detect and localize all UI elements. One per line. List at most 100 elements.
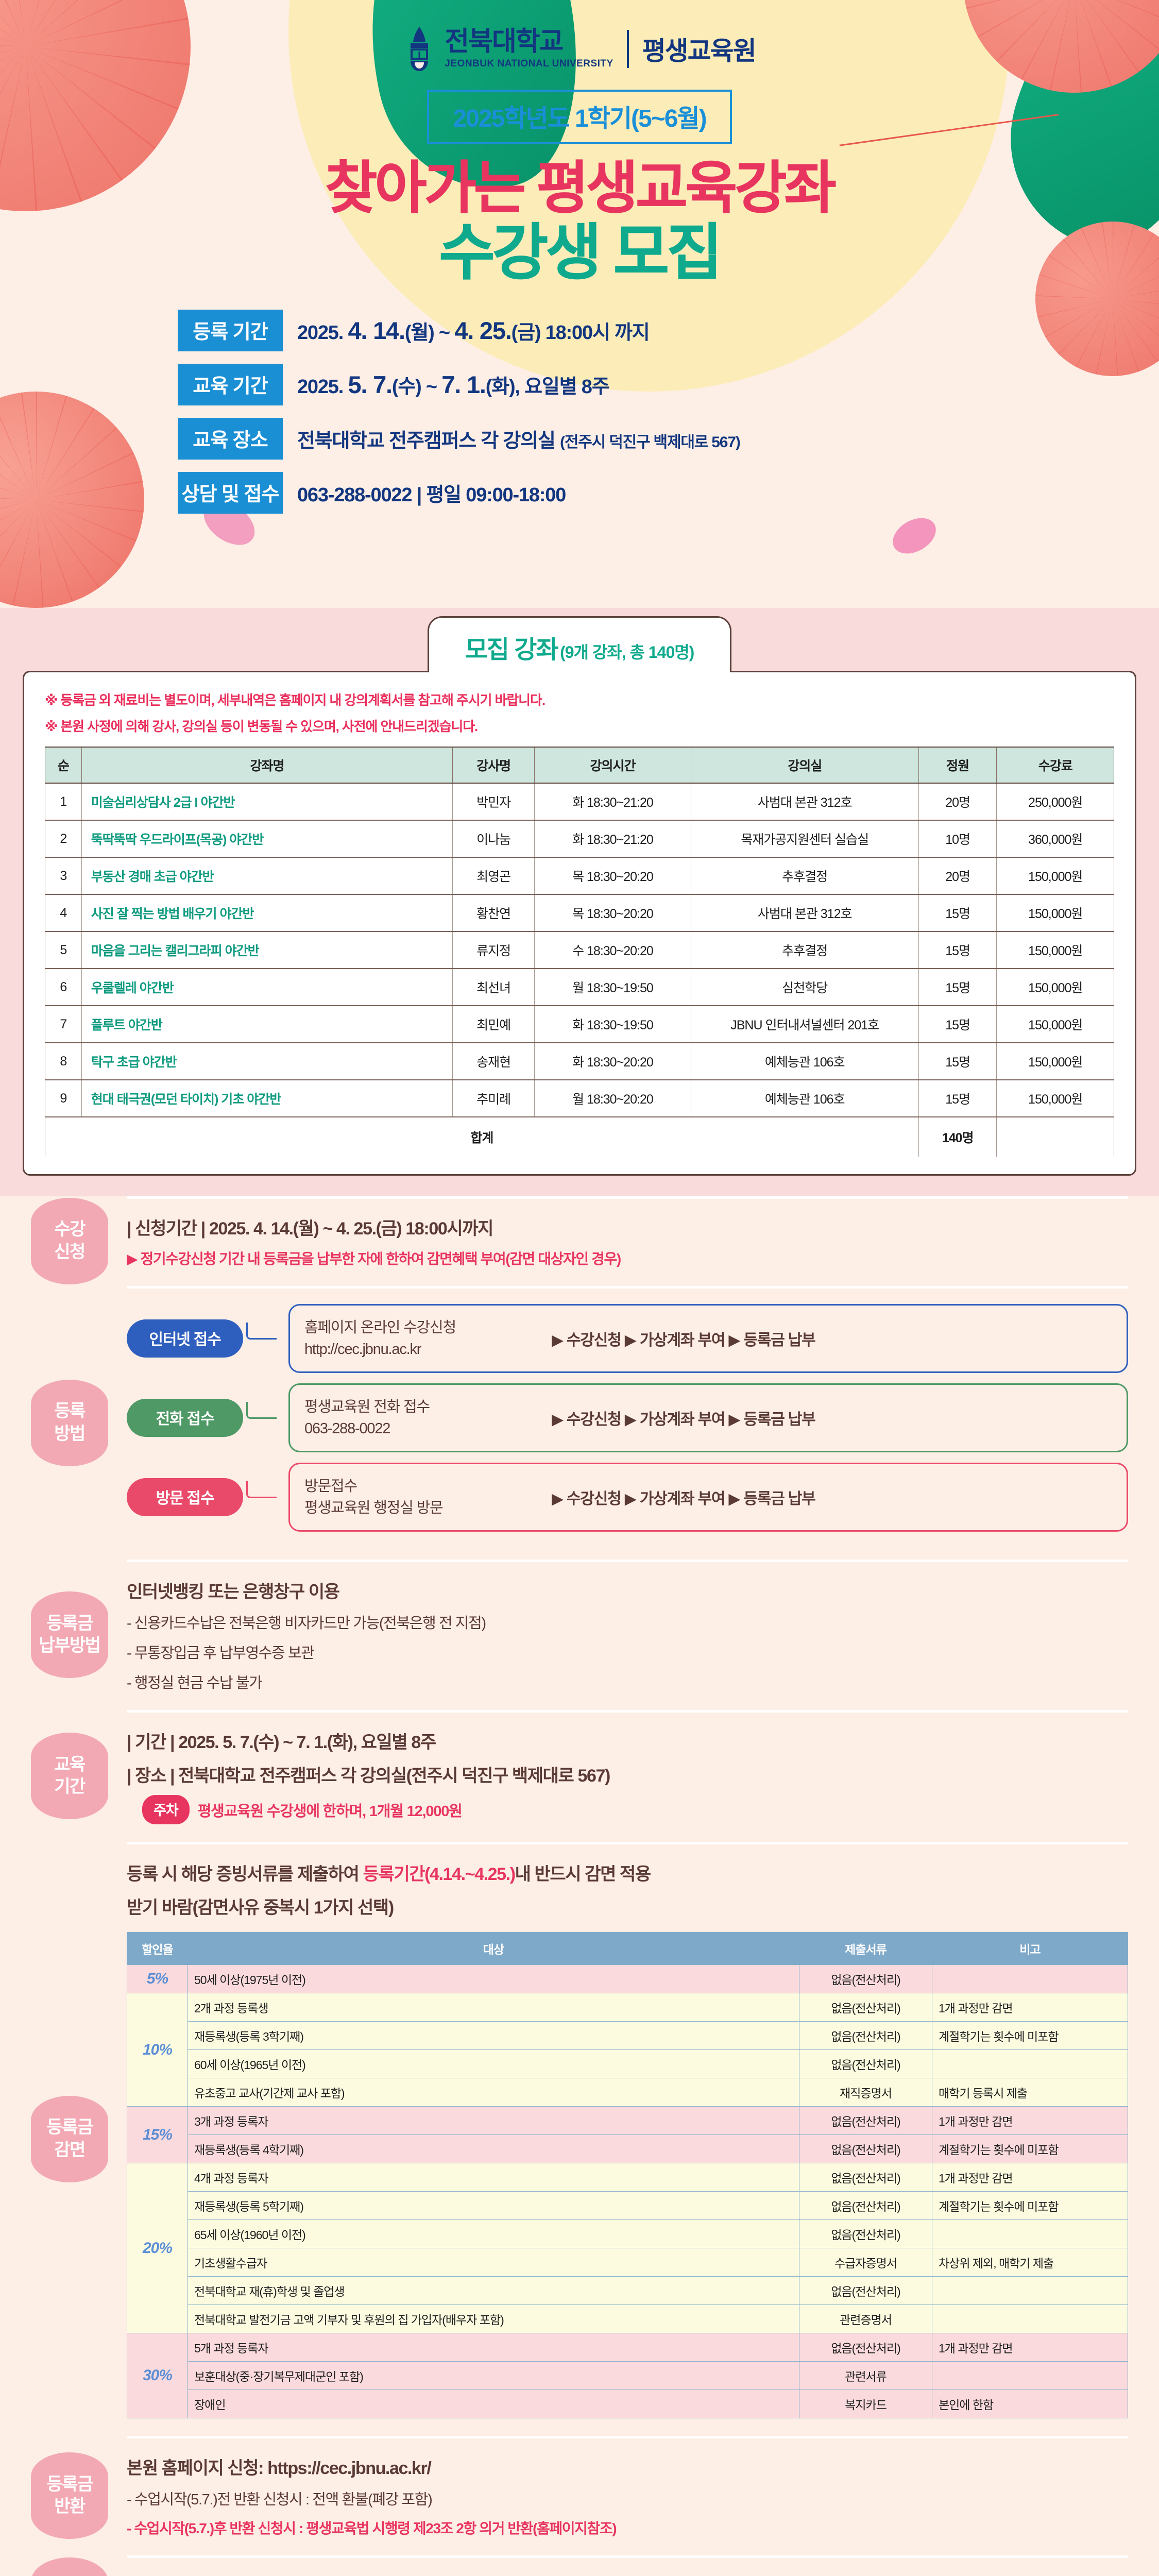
cell-tutor: 추미례	[452, 1080, 535, 1117]
discount-col-rate: 할인율	[127, 1932, 188, 1965]
cell-doc: 없음(전산처리)	[799, 2021, 932, 2050]
cell-fee: 150,000원	[996, 1006, 1114, 1043]
cell-room: JBNU 인터내셔널센터 201호	[690, 1006, 919, 1043]
cell-target: 장애인	[188, 2389, 799, 2419]
section-body-discount: 등록 시 해당 증빙서류를 제출하여 등록기간(4.14.~4.25.)내 반드…	[127, 1842, 1128, 2436]
cell-target: 전북대학교 발전기금 고액 기부자 및 후원의 집 가입자(배우자 포함)	[188, 2304, 799, 2334]
cell-capacity: 15명	[918, 1080, 997, 1117]
cell-tutor: 이나눔	[452, 820, 535, 858]
info-value: 전북대학교 전주캠퍼스 각 강의실 (전주시 덕진구 백제대로 567)	[297, 430, 741, 452]
cell-time: 화 18:30~21:20	[534, 820, 691, 858]
course-col-tutor: 강사명	[452, 747, 535, 784]
cell-target: 전북대학교 재(휴)학생 및 졸업생	[188, 2276, 799, 2306]
table-row: 6 우쿨렐레 야간반 최선녀 월 18:30~19:50 심천학당 15명 15…	[45, 969, 1114, 1006]
section-badge-payment: 등록금 납부방법	[31, 1591, 108, 1679]
cell-target: 유초중고 교사(기간제 교사 포함)	[188, 2078, 799, 2107]
cell-doc: 수급자증명서	[799, 2248, 932, 2277]
discount-intro-line2: 받기 바람(감면사유 중복시 1가지 선택)	[127, 1898, 394, 1918]
cell-no: 8	[45, 1043, 82, 1080]
cell-note: 1개 과정만 감면	[932, 2333, 1128, 2362]
badge-line1: 교육	[54, 1754, 86, 1774]
cell-total-label: 합계	[45, 1117, 919, 1157]
cell-no: 2	[45, 820, 82, 858]
cell-note	[932, 2219, 1128, 2249]
badge-line2: 방법	[54, 1423, 86, 1444]
cell-target: 재등록생(등록 3학기째)	[188, 2021, 799, 2050]
info-row-registration-period: 등록 기간 2025. 4. 14.(월) ~ 4. 25.(금) 18:00시…	[178, 309, 981, 351]
info-row-education-period: 교육 기간 2025. 5. 7.(수) ~ 7. 1.(화), 요일별 8주	[178, 363, 981, 405]
cell-course-name: 미술심리상담사 2급 I 야간반	[81, 783, 453, 821]
table-row: 기초생활수급자 수급자증명서 차상위 제외, 매학기 제출	[127, 2248, 1128, 2277]
table-row: 재등록생(등록 5학기째) 없음(전산처리) 계절학기는 횟수에 미포함	[127, 2191, 1128, 2221]
cell-note: 매학기 등록시 제출	[932, 2078, 1128, 2107]
cell-room: 심천학당	[690, 969, 919, 1006]
cell-target: 2개 과정 등록생	[188, 1993, 799, 2022]
cell-time: 화 18:30~21:20	[534, 783, 691, 821]
flow-steps-phone: ▶ 수강신청 ▶ 가상계좌 부여 ▶ 등록금 납부	[552, 1411, 816, 1429]
cell-doc: 없음(전산처리)	[799, 1993, 932, 2022]
flow-box-phone: 평생교육원 전화 접수 063-288-0022 ▶ 수강신청 ▶ 가상계좌 부…	[288, 1383, 1128, 1453]
cell-total-fee	[996, 1117, 1114, 1157]
cell-doc: 없음(전산처리)	[799, 2333, 932, 2362]
parking-note: 주차 평생교육원 수강생에 한하며, 1개월 12,000원	[127, 1795, 1128, 1825]
cell-fee: 150,000원	[996, 857, 1114, 895]
contact-office-line: 전북대학교 평생교육원 행정실 Tel. 063-288-0022 Fax. 0…	[127, 2573, 1128, 2576]
cell-room: 사범대 본관 312호	[690, 783, 919, 821]
cell-fee: 150,000원	[996, 969, 1114, 1006]
cell-fee: 150,000원	[996, 1043, 1114, 1080]
cell-course-name: 플루트 야간반	[81, 1006, 453, 1043]
course-section: 모집 강좌 (9개 강좌, 총 140명) ※ 등록금 외 재료비는 별도이며,…	[0, 608, 1159, 1196]
info-row-location: 교육 장소 전북대학교 전주캠퍼스 각 강의실 (전주시 덕진구 백제대로 56…	[178, 417, 981, 460]
section-contact: 문의처 전북대학교 평생교육원 행정실 Tel. 063-288-0022 Fa…	[0, 2555, 1159, 2576]
cell-capacity: 15명	[918, 1043, 997, 1080]
cell-doc: 관련증명서	[799, 2304, 932, 2334]
section-discount: 등록금 감면 등록 시 해당 증빙서류를 제출하여 등록기간(4.14.~4.2…	[0, 1842, 1159, 2436]
cell-course-name: 부동산 경매 초급 야간반	[81, 857, 453, 895]
table-row: 7 플루트 야간반 최민예 화 18:30~19:50 JBNU 인터내셔널센터…	[45, 1006, 1114, 1043]
cell-note	[932, 2276, 1128, 2306]
discount-table-body: 5% 50세 이상(1975년 이전) 없음(전산처리) 10% 2개 과정 등…	[127, 1964, 1128, 2419]
cell-course-name: 현대 태극권(모던 타이치) 기초 야간반	[81, 1080, 453, 1117]
table-row: 8 탁구 초급 야간반 송재현 화 18:30~20:20 예체능관 106호 …	[45, 1043, 1114, 1080]
cell-fee: 150,000원	[996, 894, 1114, 932]
semester-badge: 2025학년도 1학기(5~6월)	[427, 90, 732, 144]
section-method: 등록 방법 인터넷 접수 홈페이지 온라인 수강신청 http://cec.jb…	[0, 1286, 1159, 1560]
cell-room: 사범대 본관 312호	[690, 894, 919, 932]
period-dates-line: | 기간 | 2025. 5. 7.(수) ~ 7. 1.(화), 요일별 8주	[127, 1733, 436, 1753]
section-period: 교육 기간 | 기간 | 2025. 5. 7.(수) ~ 7. 1.(화), …	[0, 1710, 1159, 1842]
logo-english-name: JEONBUK NATIONAL UNIVERSITY	[445, 58, 613, 69]
cell-doc: 관련서류	[799, 2361, 932, 2391]
flow-row-internet: 인터넷 접수 홈페이지 온라인 수강신청 http://cec.jbnu.ac.…	[127, 1304, 1128, 1374]
section-body-apply: | 신청기간 | 2025. 4. 14.(월) ~ 4. 25.(금) 18:…	[127, 1196, 1128, 1286]
cell-course-name: 뚝딱뚝딱 우드라이프(목공) 야간반	[81, 820, 453, 858]
section-badge-refund: 등록금 반환	[31, 2452, 108, 2539]
cell-time: 월 18:30~19:50	[534, 969, 691, 1006]
info-tag-label: 교육 기간	[178, 363, 283, 405]
refund-after-line: - 수업시작(5.7.)후 반환 신청시 : 평생교육법 시행령 제23조 2항…	[127, 2520, 617, 2537]
cell-tutor: 최선녀	[452, 969, 535, 1006]
refund-homepage-line: 본원 홈페이지 신청: https://cec.jbnu.ac.kr/	[127, 2459, 432, 2479]
badge-line2: 감면	[54, 2140, 86, 2160]
cell-note	[932, 2049, 1128, 2079]
cell-target: 50세 이상(1975년 이전)	[188, 1964, 799, 1994]
cell-doc: 없음(전산처리)	[799, 2049, 932, 2079]
section-body-method: 인터넷 접수 홈페이지 온라인 수강신청 http://cec.jbnu.ac.…	[127, 1286, 1128, 1560]
course-col-fee: 수강료	[996, 747, 1114, 784]
badge-line2: 신청	[54, 1242, 86, 1262]
cell-time: 수 18:30~20:20	[534, 931, 691, 969]
cell-fee: 150,000원	[996, 931, 1114, 969]
course-table-body: 1 미술심리상담사 2급 I 야간반 박민자 화 18:30~21:20 사범대…	[45, 783, 1114, 1157]
flow-detail-internet: 홈페이지 온라인 수강신청 http://cec.jbnu.ac.kr	[304, 1319, 456, 1358]
table-row: 3 부동산 경매 초급 야간반 최영곤 목 18:30~20:20 추후결정 2…	[45, 857, 1114, 895]
course-col-capacity: 정원	[918, 747, 997, 784]
cell-tutor: 황찬연	[452, 894, 535, 932]
badge-line1: 수강	[54, 1219, 86, 1240]
badge-line2: 기간	[54, 1777, 86, 1797]
cell-capacity: 15명	[918, 894, 997, 932]
flow-pill-internet: 인터넷 접수	[127, 1319, 243, 1358]
flow-arrow-icon	[246, 1481, 285, 1498]
course-table: 순 강좌명 강사명 강의시간 강의실 정원 수강료 1 미술심리상담사 2급 I…	[45, 747, 1114, 1157]
cell-doc: 없음(전산처리)	[799, 2219, 932, 2249]
badge-line1: 등록금	[46, 1613, 93, 1633]
cell-note: 본인에 한함	[932, 2389, 1128, 2419]
